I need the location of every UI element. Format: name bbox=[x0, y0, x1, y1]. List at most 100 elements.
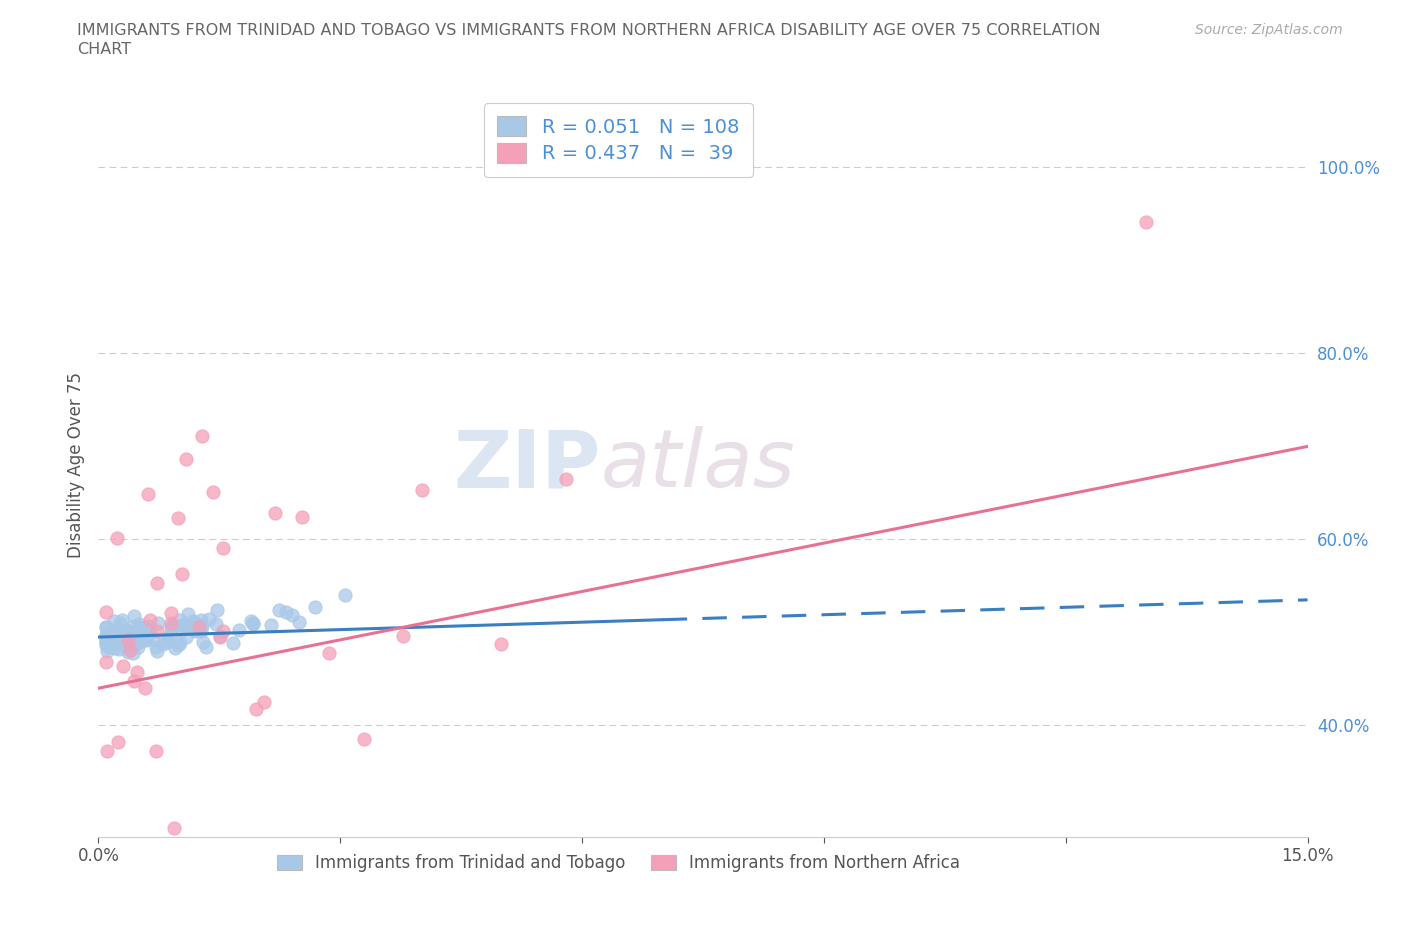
Point bbox=[120, 643, 142, 658]
Point bbox=[108, 632, 131, 647]
Point bbox=[104, 641, 127, 656]
Point bbox=[122, 638, 145, 653]
Point bbox=[136, 618, 159, 633]
Point bbox=[125, 636, 148, 651]
Point bbox=[135, 626, 157, 641]
Point bbox=[190, 624, 212, 639]
Point bbox=[145, 743, 167, 758]
Point bbox=[264, 506, 287, 521]
Point bbox=[267, 603, 290, 618]
Point bbox=[159, 628, 181, 643]
Point bbox=[96, 644, 118, 658]
Point bbox=[353, 732, 375, 747]
Point bbox=[96, 635, 118, 650]
Point bbox=[162, 820, 184, 835]
Point bbox=[174, 630, 197, 644]
Point bbox=[146, 576, 169, 591]
Point bbox=[156, 631, 179, 646]
Point bbox=[160, 605, 183, 620]
Point bbox=[333, 587, 356, 602]
Point bbox=[170, 567, 193, 582]
Point bbox=[181, 613, 204, 628]
Point bbox=[96, 655, 118, 670]
Point bbox=[129, 620, 152, 635]
Point bbox=[117, 629, 139, 644]
Point bbox=[184, 616, 207, 631]
Point bbox=[242, 615, 264, 630]
Point bbox=[124, 608, 146, 623]
Point bbox=[281, 607, 304, 622]
Point bbox=[111, 624, 134, 639]
Text: atlas: atlas bbox=[600, 426, 794, 504]
Point bbox=[96, 743, 118, 758]
Point bbox=[160, 620, 183, 635]
Point bbox=[97, 640, 120, 655]
Point bbox=[177, 606, 200, 621]
Point bbox=[96, 604, 118, 619]
Point bbox=[242, 617, 264, 631]
Point bbox=[136, 486, 159, 501]
Point bbox=[96, 620, 118, 635]
Point bbox=[202, 485, 225, 499]
Point bbox=[169, 635, 191, 650]
Point bbox=[96, 629, 118, 644]
Point bbox=[107, 735, 129, 750]
Point bbox=[103, 614, 125, 629]
Point bbox=[125, 665, 148, 680]
Point bbox=[135, 632, 157, 647]
Point bbox=[191, 428, 214, 443]
Point bbox=[184, 622, 207, 637]
Point bbox=[138, 624, 160, 639]
Point bbox=[165, 641, 187, 656]
Point bbox=[195, 640, 218, 655]
Point bbox=[146, 616, 169, 631]
Point bbox=[132, 630, 155, 644]
Point bbox=[117, 645, 139, 660]
Point bbox=[121, 645, 143, 660]
Point bbox=[174, 618, 197, 633]
Point bbox=[253, 695, 276, 710]
Point bbox=[318, 645, 340, 660]
Point bbox=[112, 636, 135, 651]
Point bbox=[96, 620, 118, 635]
Point bbox=[129, 619, 152, 634]
Point bbox=[97, 627, 120, 642]
Point bbox=[110, 616, 132, 631]
Text: CHART: CHART bbox=[77, 42, 131, 57]
Point bbox=[107, 637, 129, 652]
Point bbox=[131, 621, 153, 636]
Point bbox=[146, 624, 169, 639]
Point bbox=[128, 623, 150, 638]
Point bbox=[96, 638, 118, 653]
Point bbox=[115, 635, 138, 650]
Point bbox=[152, 636, 174, 651]
Point bbox=[97, 634, 120, 649]
Point bbox=[392, 629, 415, 644]
Point bbox=[111, 626, 134, 641]
Point bbox=[212, 623, 235, 638]
Point bbox=[162, 618, 184, 632]
Point bbox=[489, 636, 512, 651]
Point bbox=[100, 636, 122, 651]
Point bbox=[142, 631, 165, 646]
Point bbox=[139, 612, 162, 627]
Point bbox=[288, 614, 311, 629]
Point bbox=[411, 483, 433, 498]
Text: Source: ZipAtlas.com: Source: ZipAtlas.com bbox=[1195, 23, 1343, 37]
Point bbox=[209, 630, 232, 644]
Point bbox=[193, 634, 215, 649]
Legend: Immigrants from Trinidad and Tobago, Immigrants from Northern Africa: Immigrants from Trinidad and Tobago, Imm… bbox=[269, 846, 969, 881]
Point bbox=[110, 627, 132, 642]
Point bbox=[122, 618, 145, 633]
Point bbox=[127, 632, 149, 647]
Point bbox=[183, 623, 205, 638]
Point bbox=[128, 635, 150, 650]
Point bbox=[169, 613, 191, 628]
Point bbox=[112, 658, 135, 673]
Point bbox=[304, 600, 326, 615]
Point bbox=[172, 618, 194, 632]
Point bbox=[115, 626, 138, 641]
Point bbox=[191, 618, 214, 633]
Point bbox=[96, 631, 118, 645]
Point bbox=[96, 634, 118, 649]
